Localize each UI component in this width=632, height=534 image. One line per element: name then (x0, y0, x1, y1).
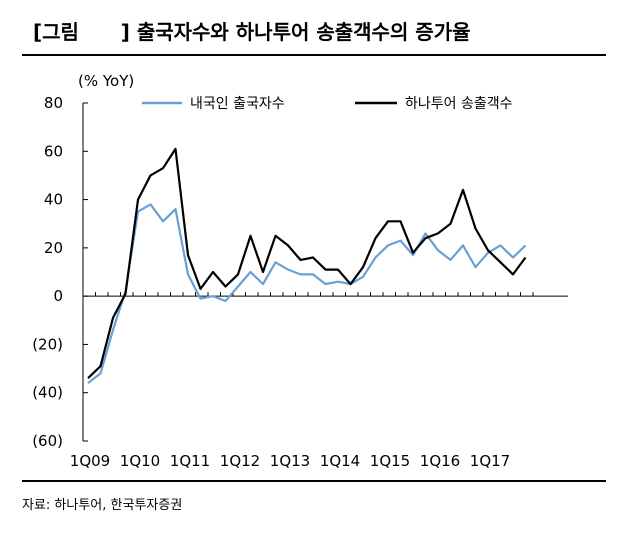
source-note: 자료: 하나투어, 한국투자증권 (22, 498, 183, 513)
x-tick-label: 1Q15 (370, 452, 410, 470)
x-tick-label: 1Q12 (220, 452, 260, 470)
axes (82, 102, 568, 442)
x-tick-label: 1Q13 (270, 452, 310, 470)
y-unit-label: (% YoY) (78, 72, 134, 90)
y-tick-label: (40) (32, 384, 63, 402)
y-tick-label: 60 (44, 142, 63, 160)
series-line-hanatour (87, 147, 527, 379)
legend-label: 하나투어 송출객수 (405, 96, 513, 112)
series-lines (87, 147, 527, 384)
y-tick-label: (60) (32, 432, 63, 450)
legend: 내국인 출국자수 하나투어 송출객수 (142, 96, 513, 112)
x-tick-label: 1Q17 (470, 452, 510, 470)
x-tick-labels: 1Q09 1Q10 1Q11 1Q12 1Q13 1Q14 1Q15 1Q16 1Q17 (70, 452, 510, 470)
chart-title: [그림 ] 출국자수와 하나투어 송출객수의 증가율 (33, 20, 471, 44)
y-tick-label: 20 (44, 239, 63, 257)
x-tick-label: 1Q14 (320, 452, 360, 470)
y-tick-label: (20) (32, 335, 63, 353)
series-line-outbound (87, 203, 527, 384)
y-tick-labels: 80 60 40 20 0 (20) (40) (60) (32, 94, 63, 450)
x-tick-label: 1Q09 (70, 452, 110, 470)
x-tick-label: 1Q11 (170, 452, 210, 470)
legend-label: 내국인 출국자수 (190, 96, 285, 112)
x-tick-label: 1Q10 (120, 452, 160, 470)
y-tick-label: 0 (53, 287, 63, 305)
y-tick-label: 40 (44, 191, 63, 209)
top-rule (22, 54, 606, 56)
x-tick-label: 1Q16 (420, 452, 460, 470)
bottom-rule (22, 480, 606, 482)
y-tick-label: 80 (44, 94, 63, 112)
